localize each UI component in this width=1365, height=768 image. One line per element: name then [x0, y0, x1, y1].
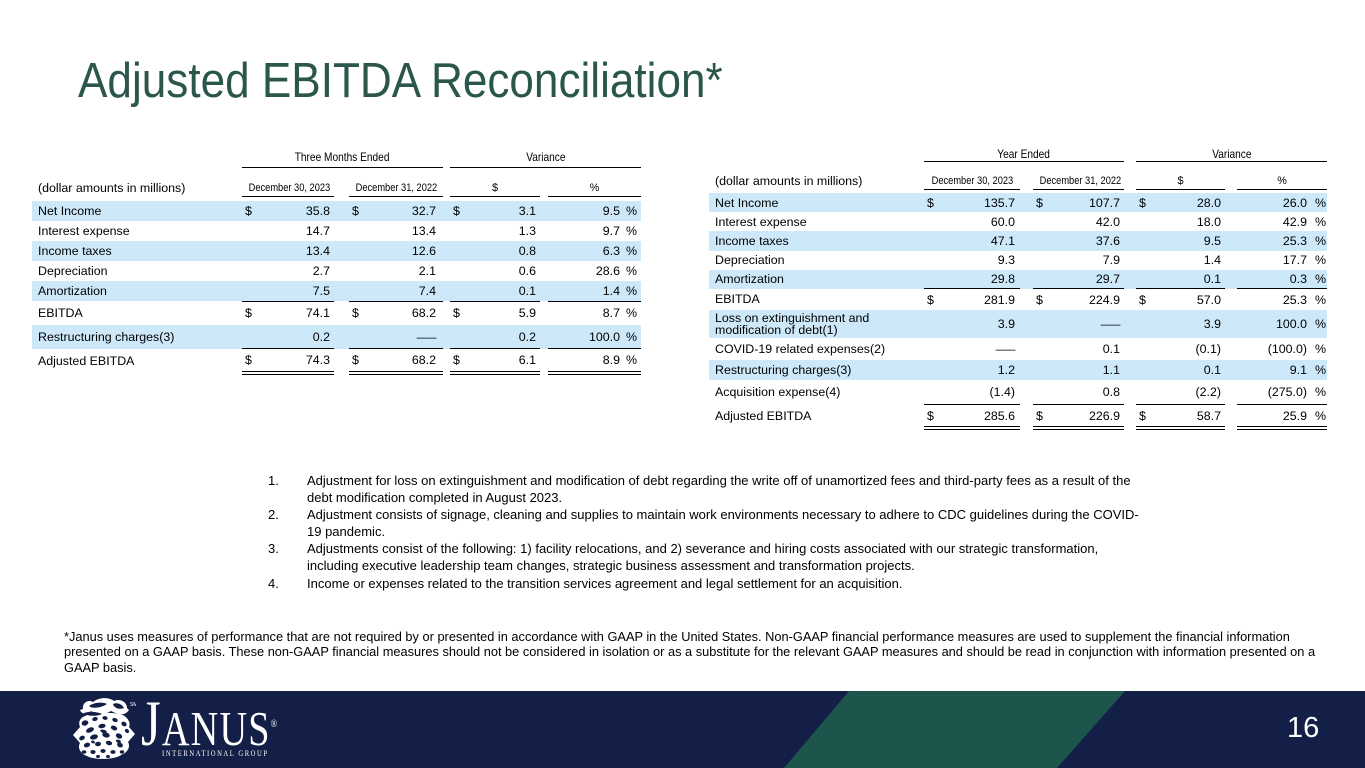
svg-text:SM: SM [130, 702, 136, 708]
